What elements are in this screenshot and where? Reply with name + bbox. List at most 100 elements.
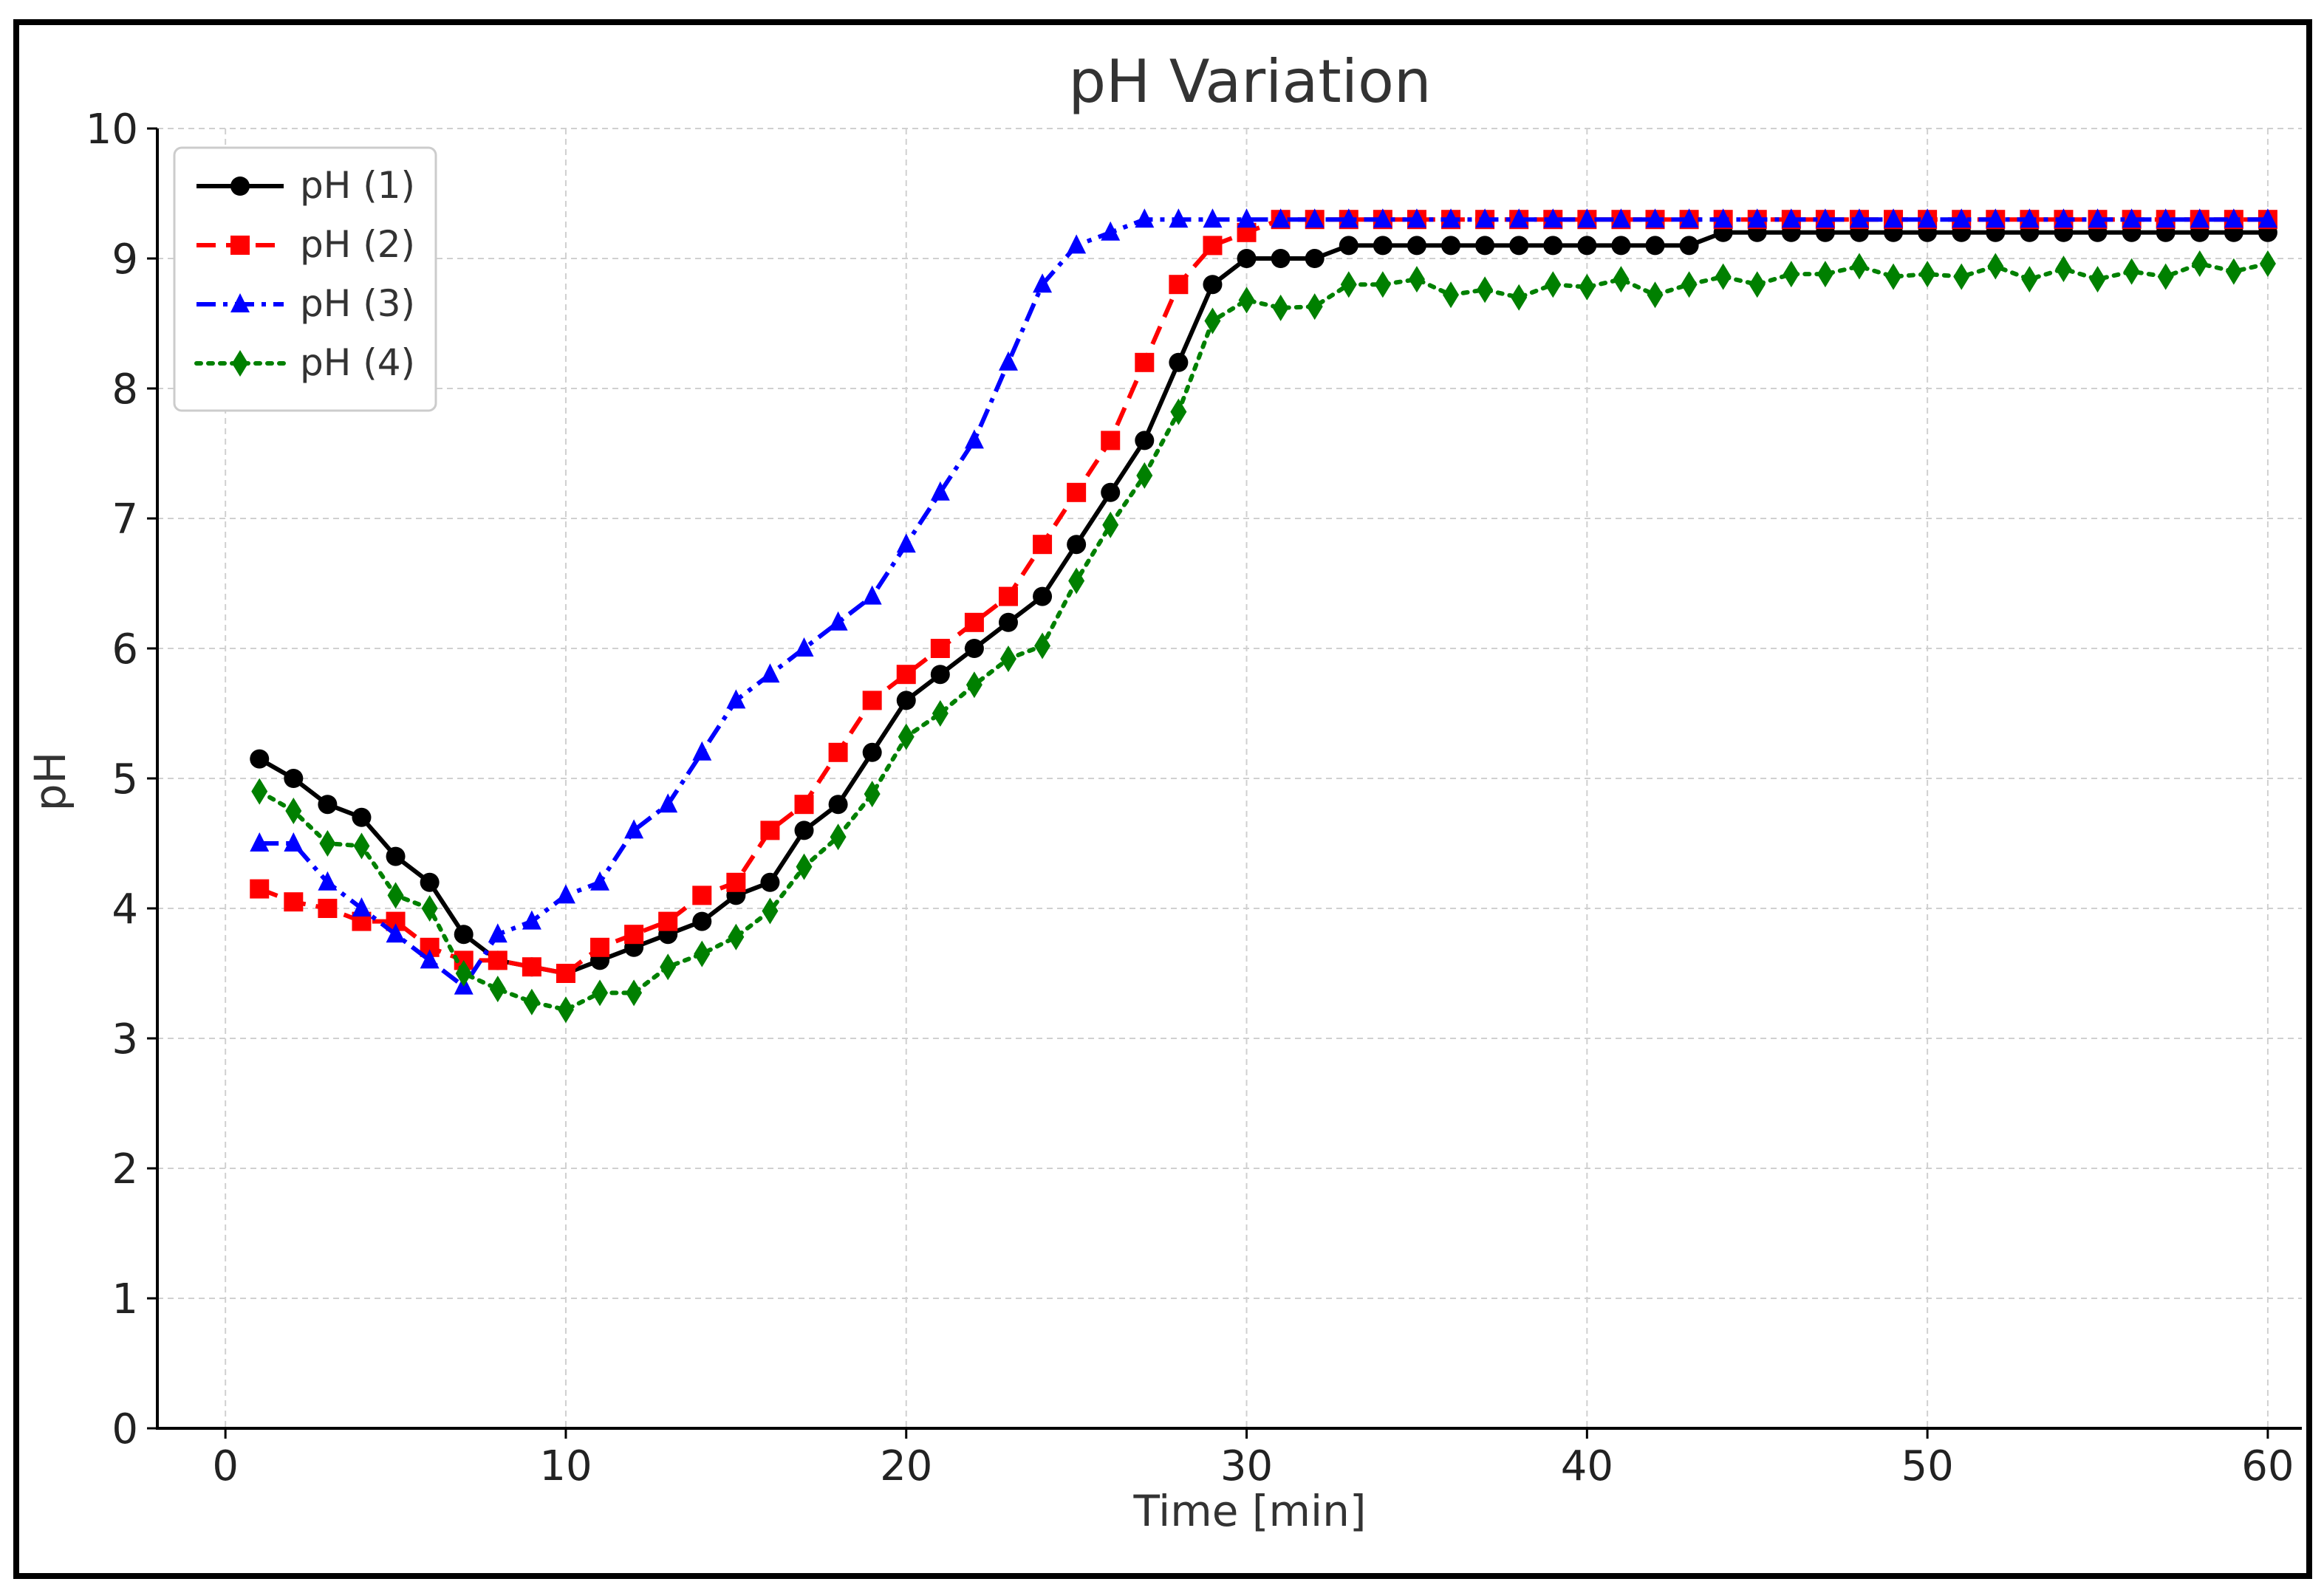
point-s3-17	[794, 637, 814, 657]
x-tick-label-0: 0	[212, 1442, 239, 1490]
point-s3-12	[624, 819, 644, 839]
point-s3-11	[590, 871, 610, 891]
point-s3-8	[488, 923, 507, 943]
point-s2-3	[318, 899, 338, 918]
point-s4-53	[2021, 266, 2038, 293]
point-s3-49	[1884, 208, 1904, 228]
point-s4-55	[2089, 266, 2106, 293]
x-tick-label-50: 50	[1901, 1442, 1953, 1490]
point-s3-18	[828, 611, 848, 631]
point-s1-6	[420, 872, 440, 892]
legend-label-3: pH (3)	[300, 282, 415, 325]
point-s1-41	[1611, 236, 1631, 256]
point-s3-9	[522, 910, 541, 930]
point-s3-2	[284, 832, 304, 852]
point-s1-1	[250, 749, 270, 769]
point-s4-17	[796, 853, 813, 880]
point-s4-39	[1545, 271, 1562, 298]
point-s2-21	[930, 639, 950, 658]
point-s1-19	[862, 742, 882, 762]
point-s2-17	[794, 795, 814, 815]
point-s4-58	[2191, 250, 2208, 278]
point-s4-8	[489, 976, 506, 1003]
point-s4-15	[728, 923, 745, 950]
point-s1-36	[1441, 236, 1461, 256]
point-s3-25	[1067, 234, 1087, 254]
point-s3-27	[1135, 208, 1155, 228]
point-s2-10	[556, 964, 575, 983]
point-s1-21	[930, 665, 950, 685]
point-s3-54	[2054, 208, 2074, 228]
point-s3-37	[1475, 208, 1495, 228]
point-s2-14	[692, 885, 712, 905]
point-s4-54	[2055, 256, 2072, 283]
point-s4-14	[694, 940, 711, 967]
point-s4-25	[1068, 567, 1085, 595]
point-s2-8	[488, 950, 507, 970]
point-s4-18	[830, 823, 847, 851]
series-2	[250, 210, 2277, 983]
point-s1-24	[1033, 586, 1053, 606]
legend-swatch-3	[196, 293, 284, 312]
point-s3-38	[1509, 208, 1529, 228]
point-s4-27	[1136, 462, 1153, 489]
point-s2-13	[658, 911, 678, 931]
point-s3-3	[318, 871, 338, 891]
x-tick-label-60: 60	[2241, 1442, 2294, 1490]
point-s3-19	[862, 585, 882, 605]
point-s2-27	[1135, 352, 1155, 372]
point-s3-1	[250, 832, 270, 852]
point-s3-40	[1577, 208, 1597, 228]
point-s1-34	[1373, 236, 1392, 256]
point-s3-35	[1407, 208, 1426, 228]
point-s1-43	[1679, 236, 1699, 256]
point-s3-6	[420, 949, 440, 969]
point-s4-46	[1783, 261, 1800, 288]
legend-swatch-4	[194, 350, 286, 377]
chart-svg: 0 10 20 30 40 50 60 0 1 2 3 4 5 6 7 8 9 10 pH Variation T…	[25, 47, 2302, 1536]
point-s4-16	[762, 897, 779, 925]
point-s3-14	[692, 741, 712, 761]
point-s3-43	[1679, 208, 1699, 228]
point-s1-7	[454, 925, 474, 945]
point-s3-53	[2020, 208, 2040, 228]
point-s4-38	[1511, 284, 1528, 311]
legend-label-4: pH (4)	[300, 341, 415, 384]
point-s1-33	[1339, 236, 1358, 256]
point-s1-26	[1101, 482, 1121, 502]
point-s2-1	[250, 879, 270, 899]
point-s2-25	[1067, 482, 1087, 502]
point-s3-41	[1611, 208, 1631, 228]
point-s1-27	[1135, 431, 1155, 451]
point-s4-42	[1647, 281, 1664, 309]
y-tick-label-4: 4	[112, 885, 138, 933]
point-s4-13	[660, 953, 677, 981]
point-s4-23	[999, 645, 1016, 673]
point-s4-19	[864, 781, 881, 808]
point-s4-36	[1443, 281, 1460, 309]
point-s4-29	[1204, 307, 1221, 335]
point-s3-46	[1781, 208, 1801, 228]
series-1	[250, 222, 2277, 983]
point-s3-56	[2122, 208, 2142, 228]
point-s3-31	[1271, 208, 1291, 228]
point-s2-12	[624, 925, 644, 945]
point-s3-60	[2258, 208, 2277, 228]
legend-swatch-1	[196, 177, 284, 196]
point-s4-33	[1340, 271, 1357, 298]
point-s1-37	[1475, 236, 1495, 256]
point-s3-55	[2088, 208, 2108, 228]
point-s1-22	[964, 639, 984, 658]
point-s4-31	[1272, 294, 1289, 321]
point-s4-10	[557, 996, 574, 1024]
point-s2-19	[862, 691, 882, 710]
series-3	[250, 208, 2277, 995]
point-s1-3	[318, 795, 338, 815]
legend-swatch-2	[196, 236, 284, 255]
legend-item-1: pH (1)	[196, 164, 415, 207]
x-tick-label-40: 40	[1561, 1442, 1613, 1490]
point-s2-15	[726, 872, 746, 892]
legend-marker-3	[230, 293, 250, 312]
point-s3-59	[2224, 208, 2243, 228]
x-tick-label-10: 10	[539, 1442, 592, 1490]
